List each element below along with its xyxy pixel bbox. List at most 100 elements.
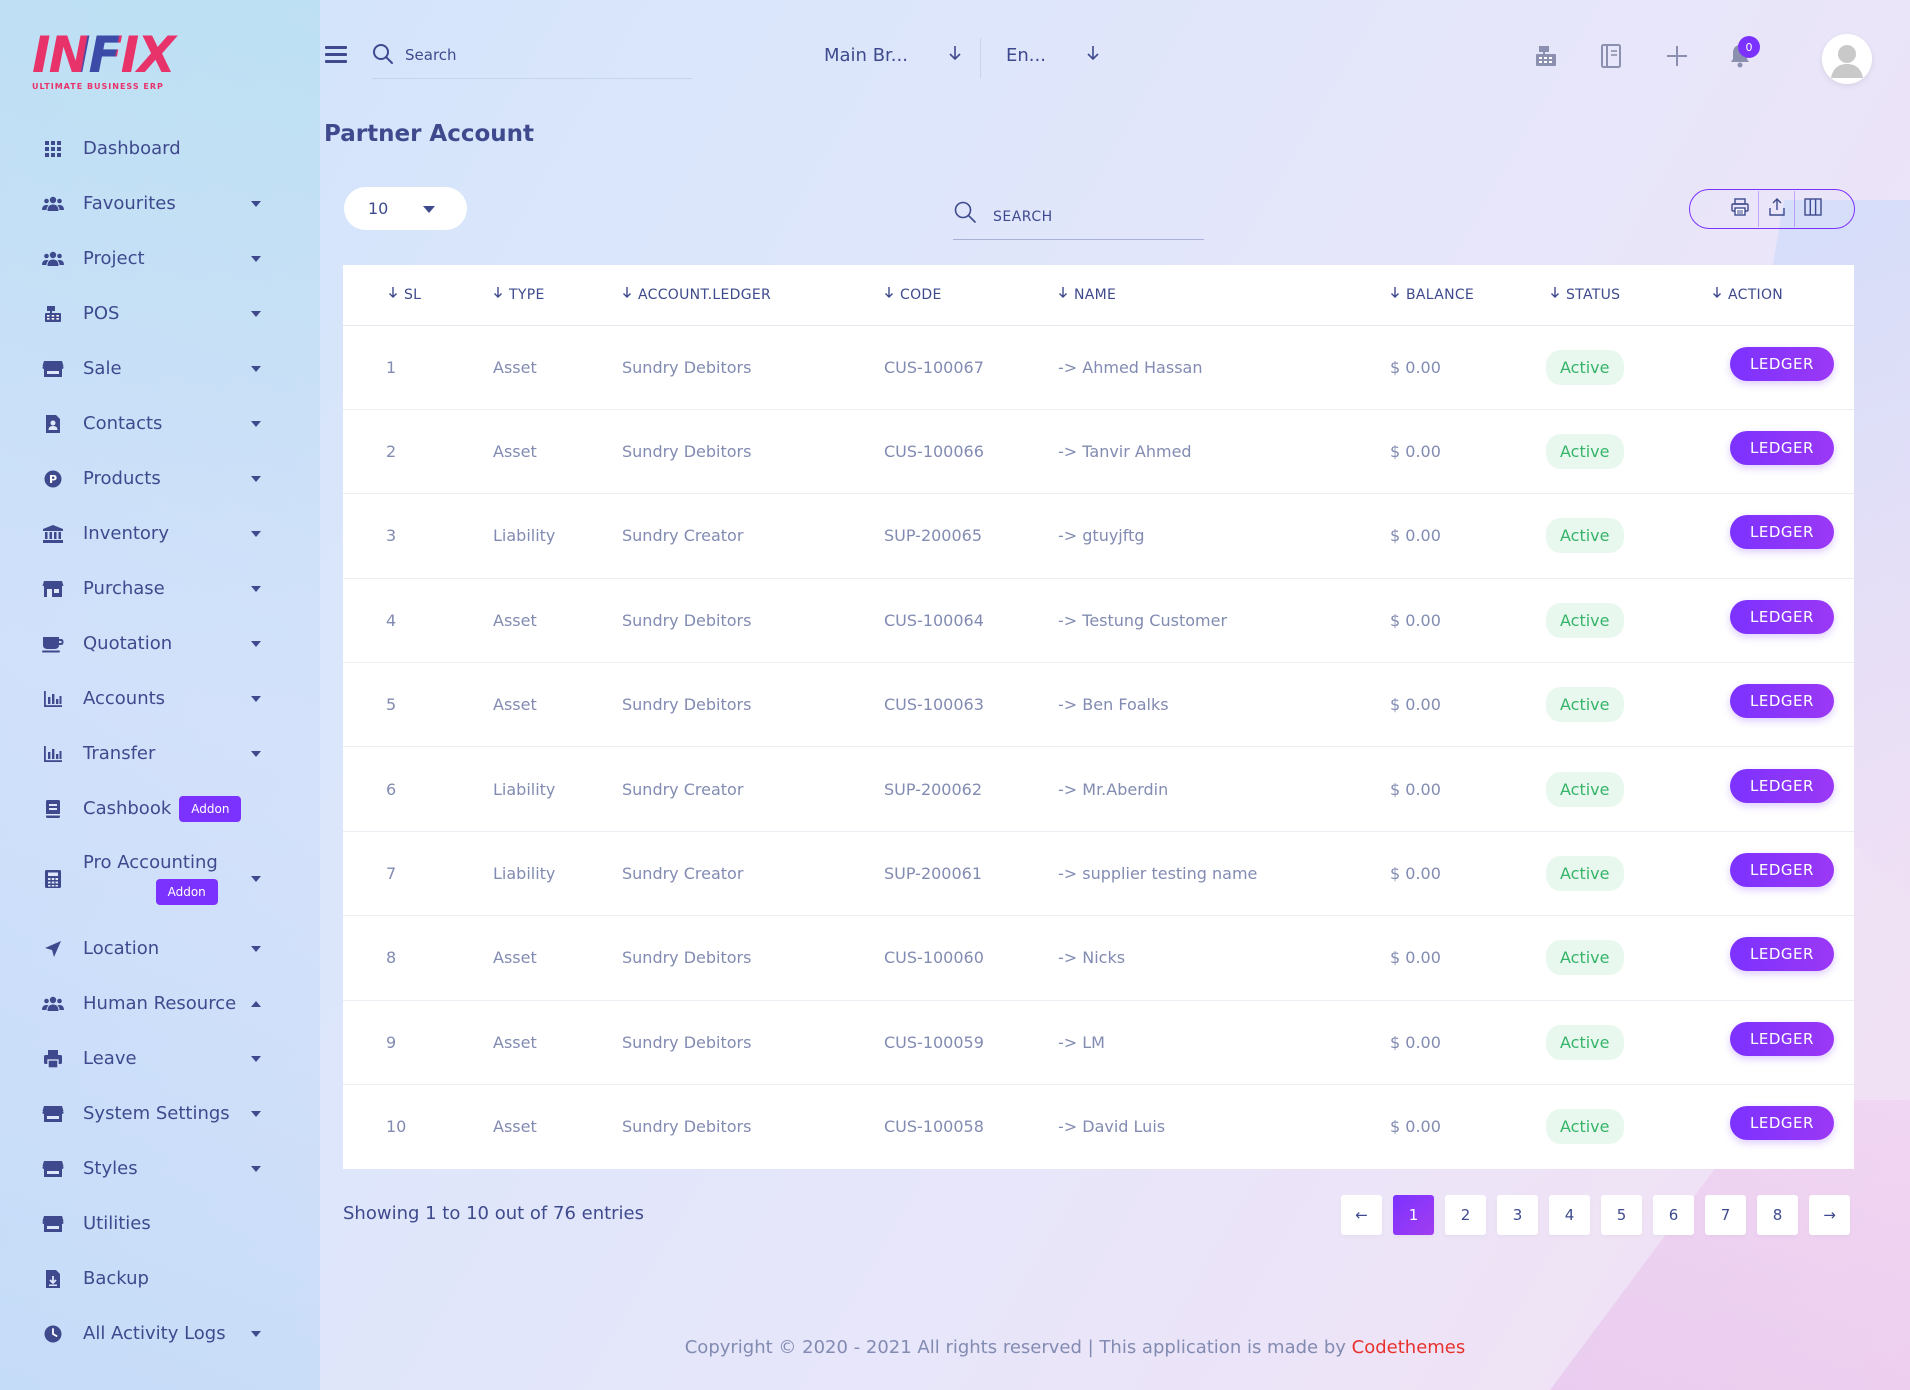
sidebar-item-favourites[interactable]: Favourites — [0, 176, 290, 231]
store-icon — [42, 1213, 64, 1235]
table-body: 1 Asset Sundry Debitors CUS-100067 -> Ahmed … — [343, 325, 1854, 1169]
ledger-button[interactable]: LEDGER — [1730, 431, 1834, 466]
sidebar-item-contacts[interactable]: Contacts — [0, 396, 290, 451]
cell-value: -> Tanvir Ahmed — [1058, 442, 1192, 462]
ledger-button[interactable]: LEDGER — [1730, 1021, 1834, 1056]
print-button[interactable] — [1722, 191, 1758, 227]
ledger-button[interactable]: LEDGER — [1730, 937, 1834, 972]
cell-balance: $ 0.00 — [1370, 662, 1532, 748]
cell-value: CUS-100067 — [884, 357, 984, 377]
ledger-button[interactable]: LEDGER — [1730, 684, 1834, 719]
column-header-status[interactable]: STATUS — [1532, 265, 1700, 326]
table-row: 6 Liability Sundry Creator SUP-200062 -> Mr.… — [343, 746, 1854, 832]
upload-icon — [1767, 197, 1787, 221]
footer-brand-link[interactable]: Codethemes — [1351, 1337, 1466, 1358]
sidebar-item-leave[interactable]: Leave — [0, 1031, 290, 1086]
avatar[interactable] — [1822, 34, 1872, 84]
sidebar-item-system-settings[interactable]: System Settings — [0, 1086, 290, 1141]
book-icon — [42, 798, 64, 820]
sidebar-item-products[interactable]: P Products — [0, 451, 290, 506]
cell-name: -> Tanvir Ahmed — [1038, 409, 1370, 495]
column-header-action[interactable]: ACTION — [1700, 265, 1854, 326]
page-button-1[interactable]: 1 — [1393, 1195, 1434, 1235]
sidebar-item-utilities[interactable]: Utilities — [0, 1196, 290, 1251]
column-header-balance[interactable]: BALANCE — [1370, 265, 1532, 326]
caret-down-icon — [251, 365, 261, 372]
cell-value: 6 — [386, 779, 397, 799]
status-badge: Active — [1546, 1109, 1624, 1145]
ledger-button[interactable]: LEDGER — [1730, 599, 1834, 634]
plus-icon[interactable] — [1664, 42, 1690, 74]
table-row: 9 Asset Sundry Debitors CUS-100059 -> LM $ 0.… — [343, 1000, 1854, 1086]
cell-action: LEDGER — [1700, 746, 1854, 832]
sidebar-item-pro-accounting[interactable]: Pro Accounting Addon — [0, 836, 290, 921]
users-icon — [42, 193, 64, 215]
cell-balance: $ 0.00 — [1370, 915, 1532, 1001]
prev-page-button[interactable]: ← — [1341, 1195, 1382, 1235]
next-page-button[interactable]: → — [1809, 1195, 1850, 1235]
column-header-account-ledger[interactable]: ACCOUNT.LEDGER — [602, 265, 864, 326]
logo[interactable]: INFIX ULTIMATE BUSINESS ERP — [32, 30, 182, 92]
cell-balance: $ 0.00 — [1370, 1000, 1532, 1086]
sidebar-item-dashboard[interactable]: Dashboard — [0, 121, 290, 176]
table-search-input[interactable] — [993, 203, 1193, 231]
notebook-icon[interactable] — [1598, 42, 1624, 74]
sidebar-item-cashbook[interactable]: Cashbook Addon — [0, 781, 290, 836]
global-search-input[interactable] — [405, 38, 605, 72]
sidebar-item-sale[interactable]: Sale — [0, 341, 290, 396]
column-header-name[interactable]: NAME — [1038, 265, 1370, 326]
page-button-8[interactable]: 8 — [1757, 1195, 1798, 1235]
page-button-3[interactable]: 3 — [1497, 1195, 1538, 1235]
cell-sl: 9 — [343, 1000, 473, 1086]
sort-arrow-icon — [1390, 287, 1400, 303]
sidebar-item-label: Location — [83, 938, 160, 959]
sidebar-item-all-activity-logs[interactable]: All Activity Logs — [0, 1306, 290, 1361]
sidebar-item-label: Human Resource — [83, 993, 237, 1014]
sidebar-item-pos[interactable]: POS — [0, 286, 290, 341]
cell-type: Liability — [473, 493, 602, 579]
caret-down-icon — [251, 255, 261, 262]
sidebar-item-location[interactable]: Location — [0, 921, 290, 976]
arrow-down-icon — [948, 45, 962, 66]
column-header-code[interactable]: CODE — [864, 265, 1038, 326]
page-button-5[interactable]: 5 — [1601, 1195, 1642, 1235]
ledger-button[interactable]: LEDGER — [1730, 515, 1834, 550]
arrow-down-icon — [1086, 45, 1100, 66]
page-button-2[interactable]: 2 — [1445, 1195, 1486, 1235]
cell-value: 8 — [386, 948, 397, 968]
sidebar-item-human-resource[interactable]: Human Resource — [0, 976, 290, 1031]
page-button-7[interactable]: 7 — [1705, 1195, 1746, 1235]
branch-dropdown[interactable]: Main Br... — [824, 45, 962, 66]
columns-button[interactable] — [1794, 191, 1830, 227]
cell-value: -> David Luis — [1058, 1117, 1166, 1137]
sidebar-item-transfer[interactable]: Transfer — [0, 726, 290, 781]
cell-sl: 10 — [343, 1085, 473, 1169]
column-header-sl[interactable]: SL — [343, 265, 473, 326]
cell-type: Asset — [473, 1085, 602, 1169]
column-header-type[interactable]: TYPE — [473, 265, 602, 326]
sidebar-item-styles[interactable]: Styles — [0, 1141, 290, 1196]
cell-balance: $ 0.00 — [1370, 746, 1532, 832]
export-button[interactable] — [1758, 191, 1794, 227]
sidebar-item-project[interactable]: Project — [0, 231, 290, 286]
sidebar-item-purchase[interactable]: Purchase — [0, 561, 290, 616]
page-button-4[interactable]: 4 — [1549, 1195, 1590, 1235]
ledger-button[interactable]: LEDGER — [1730, 1106, 1834, 1141]
cell-value: Sundry Creator — [622, 779, 744, 799]
cell-status: Active — [1532, 578, 1700, 664]
sidebar-item-quotation[interactable]: Quotation — [0, 616, 290, 671]
ledger-button[interactable]: LEDGER — [1730, 768, 1834, 803]
page-length-select[interactable]: 10 — [344, 187, 467, 230]
caret-down-icon — [423, 206, 435, 213]
ledger-button[interactable]: LEDGER — [1730, 853, 1834, 888]
column-header-label: STATUS — [1566, 287, 1621, 304]
language-dropdown[interactable]: En... — [1006, 45, 1100, 66]
sidebar-item-accounts[interactable]: Accounts — [0, 671, 290, 726]
page-button-6[interactable]: 6 — [1653, 1195, 1694, 1235]
ledger-button[interactable]: LEDGER — [1730, 346, 1834, 381]
sidebar-item-inventory[interactable]: Inventory — [0, 506, 290, 561]
cell-value: Sundry Debitors — [622, 442, 752, 462]
cash-register-icon[interactable] — [1532, 42, 1560, 74]
hamburger-menu-icon[interactable] — [325, 46, 347, 64]
sidebar-item-backup[interactable]: Backup — [0, 1251, 290, 1306]
